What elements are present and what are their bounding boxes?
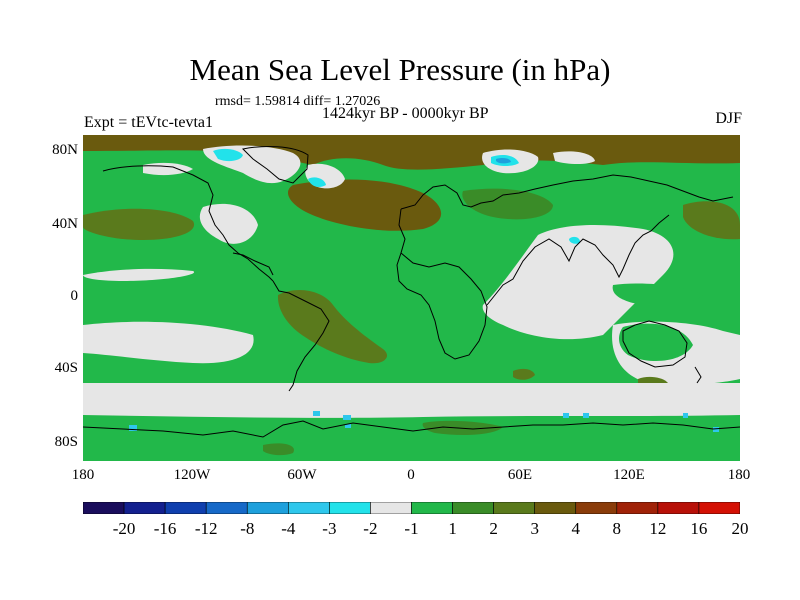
- lon-label-120w: 120W: [173, 467, 211, 483]
- colorbar-label: 4: [571, 519, 581, 538]
- maritime-continent-region: [612, 283, 703, 305]
- colorbar-label: 20: [731, 519, 749, 538]
- colorbar-label: -20: [112, 519, 136, 538]
- australia-continent-region: [618, 323, 693, 361]
- southern-ocean-band: [83, 363, 301, 386]
- colorbar-swatch: [493, 502, 535, 514]
- colorbar-label: -12: [194, 519, 218, 538]
- north-atlantic-region: [288, 179, 442, 231]
- lat-label-40s: 40S: [54, 360, 78, 376]
- barents-strong-low: [496, 158, 511, 164]
- colorbar-swatch: [83, 502, 125, 514]
- colorbar-swatch: [657, 502, 700, 514]
- lat-label-80s: 80S: [54, 434, 78, 450]
- colorbar-label: 12: [649, 519, 667, 538]
- colorbar-swatch: [534, 502, 577, 514]
- lon-label-120e: 120E: [613, 467, 645, 483]
- eurasia-region: [462, 188, 553, 220]
- lat-label-80n: 80N: [52, 142, 78, 158]
- colorbar-swatch: [288, 502, 330, 514]
- colorbar-swatch: [698, 502, 740, 514]
- colorbar-swatch: [329, 502, 371, 514]
- lon-label-60e: 60E: [507, 467, 533, 483]
- north-pacific-region: [83, 208, 195, 241]
- lon-label-60w: 60W: [287, 467, 317, 483]
- baffin-low: [308, 177, 326, 187]
- lat-label-0: 0: [70, 288, 79, 304]
- colorbar-swatch: [123, 502, 166, 514]
- subtropical-pacific-region: [83, 268, 195, 281]
- coastlines: [83, 146, 740, 438]
- colorbar-swatch: [411, 502, 453, 514]
- siberia-region: [553, 151, 595, 164]
- colorbar-swatch: [246, 502, 289, 514]
- antarctic-olive-region-2: [263, 443, 294, 456]
- south-atlantic-region: [277, 290, 388, 364]
- colorbar-label: -3: [322, 519, 337, 538]
- lon-label-180w: 180: [71, 467, 95, 483]
- colorbar-swatch: [370, 502, 412, 514]
- period-text: 1424kyr BP - 0000kyr BP: [322, 105, 489, 122]
- chart-title: Mean Sea Level Pressure (in hPa): [189, 52, 611, 87]
- colorbar-label: 2: [489, 519, 498, 538]
- colorbar: [83, 502, 740, 514]
- lon-label-180e: 180: [727, 467, 751, 483]
- south-pacific-region: [83, 321, 254, 364]
- colorbar-label: 16: [690, 519, 708, 538]
- season-label: DJF: [715, 110, 742, 127]
- colorbar-label: -16: [153, 519, 177, 538]
- colorbar-label: 1: [448, 519, 457, 538]
- colorbar-label: -1: [404, 519, 419, 538]
- greenland-low: [213, 148, 243, 162]
- antarctic-low-spots: [129, 411, 719, 432]
- experiment-label: Expt = tEVtc-tevta1: [84, 114, 213, 131]
- colorbar-label: -4: [281, 519, 296, 538]
- indian-ocean-region: [482, 225, 674, 340]
- lat-label-40n: 40N: [52, 216, 78, 232]
- lon-label-0: 0: [407, 467, 415, 483]
- colorbar-label: 3: [530, 519, 539, 538]
- colorbar-swatch: [575, 502, 618, 514]
- southern-ocean-region: [83, 383, 740, 418]
- antarctica-region: [83, 426, 740, 461]
- asia-low: [569, 236, 581, 244]
- stats-text: rmsd= 1.59814 diff= 1.27026: [215, 94, 381, 109]
- colorbar-swatch: [616, 502, 659, 514]
- colorbar-swatch: [452, 502, 494, 514]
- colorbar-swatch: [164, 502, 207, 514]
- eastern-us-region: [199, 203, 258, 244]
- south-indian-region: [513, 368, 535, 380]
- colorbar-label: -2: [363, 519, 378, 538]
- colorbar-label: 8: [612, 519, 622, 538]
- colorbar-label: -8: [240, 519, 255, 538]
- pressure-anomaly-map: [83, 135, 740, 461]
- colorbar-swatch: [205, 502, 248, 514]
- west-pacific-region: [683, 201, 740, 240]
